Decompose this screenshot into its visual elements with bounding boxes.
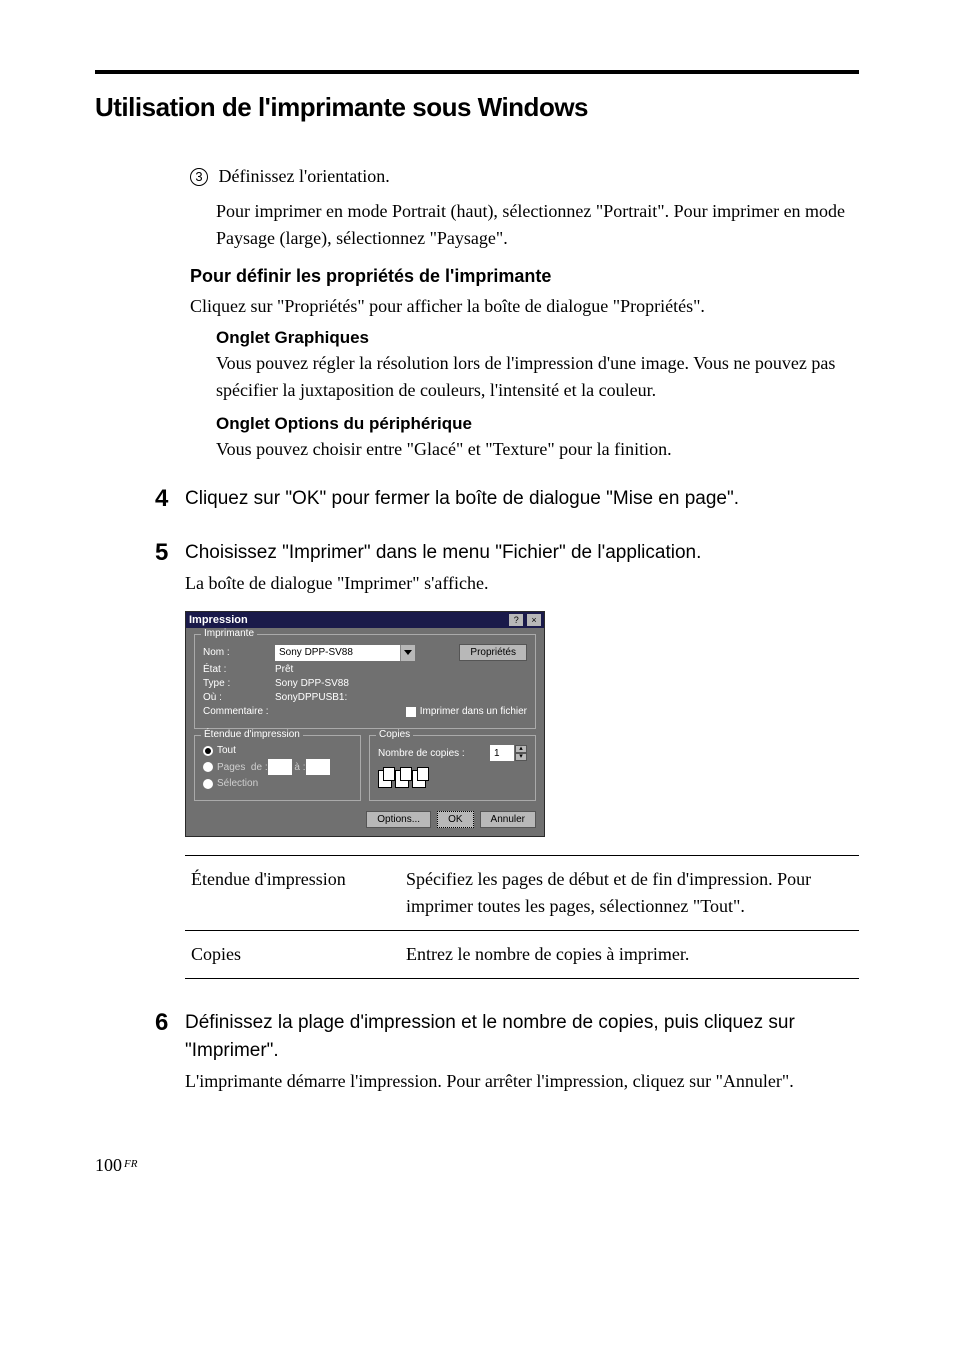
- printer-group: Imprimante Nom : Sony DPP-SV88 Propriété…: [194, 634, 536, 729]
- range-group: Étendue d'impression Tout Pages de : à :: [194, 735, 361, 801]
- dialog-footer: Options... OK Annuler: [194, 811, 536, 828]
- step-5: 5 Choisissez "Imprimer" dans le menu "Fi…: [155, 539, 859, 988]
- spin-up-icon[interactable]: ▴: [515, 745, 527, 753]
- onglet2-title: Onglet Options du périphérique: [216, 414, 859, 434]
- step-6-number: 6: [155, 1009, 185, 1037]
- comment-label: Commentaire :: [203, 706, 275, 717]
- dialog-window-buttons: ? ×: [508, 614, 541, 626]
- to-label: à :: [294, 762, 305, 773]
- circled-number: 3: [190, 168, 208, 186]
- range-legend: Étendue d'impression: [201, 729, 303, 740]
- printer-name-combo[interactable]: Sony DPP-SV88: [275, 645, 415, 661]
- copies-group: Copies Nombre de copies : 1 ▴▾: [369, 735, 536, 801]
- table-key: Étendue d'impression: [185, 856, 400, 931]
- step-6: 6 Définissez la plage d'impression et le…: [155, 1009, 859, 1095]
- onglet2-text: Vous pouvez choisir entre "Glacé" et "Te…: [216, 436, 859, 463]
- name-label: Nom :: [203, 647, 275, 658]
- page-title: Utilisation de l'imprimante sous Windows: [95, 92, 859, 123]
- radio-selection[interactable]: [203, 779, 213, 789]
- radio-pages-label: Pages: [217, 762, 245, 773]
- step-5-number: 5: [155, 539, 185, 567]
- onglet1-title: Onglet Graphiques: [216, 328, 859, 348]
- copies-legend: Copies: [376, 729, 413, 740]
- radio-selection-label: Sélection: [217, 778, 258, 789]
- print-to-file-label: Imprimer dans un fichier: [420, 706, 527, 717]
- printer-name-value: Sony DPP-SV88: [279, 647, 353, 658]
- body-content: 3 Définissez l'orientation. Pour imprime…: [190, 163, 859, 463]
- step-4-number: 4: [155, 485, 185, 513]
- ok-button[interactable]: OK: [437, 811, 473, 828]
- circled-step-text: Définissez l'orientation.: [219, 166, 390, 186]
- where-value: SonyDPPUSB1:: [275, 692, 347, 703]
- table-row: Étendue d'impression Spécifiez les pages…: [185, 856, 859, 931]
- table-key: Copies: [185, 931, 400, 979]
- step-5-head: Choisissez "Imprimer" dans le menu "Fich…: [185, 539, 859, 567]
- step-4-head: Cliquez sur "OK" pour fermer la boîte de…: [185, 485, 859, 513]
- copies-value: 1: [490, 745, 514, 761]
- circled-step-line: 3 Définissez l'orientation.: [190, 163, 859, 190]
- dialog-body: Imprimante Nom : Sony DPP-SV88 Propriété…: [186, 628, 544, 836]
- table-value: Entrez le nombre de copies à imprimer.: [400, 931, 859, 979]
- step-6-head: Définissez la plage d'impression et le n…: [185, 1009, 859, 1064]
- step-6-sub: L'imprimante démarre l'impression. Pour …: [185, 1068, 859, 1095]
- dialog-titlebar: Impression ? ×: [186, 612, 544, 628]
- radio-pages[interactable]: [203, 762, 213, 772]
- step-4: 4 Cliquez sur "OK" pour fermer la boîte …: [155, 485, 859, 517]
- type-label: Type :: [203, 678, 275, 689]
- to-field[interactable]: [306, 759, 330, 775]
- options-table: Étendue d'impression Spécifiez les pages…: [185, 855, 859, 979]
- options-button[interactable]: Options...: [366, 811, 431, 828]
- collate-page-icon: [395, 770, 409, 788]
- step-4-body: Cliquez sur "OK" pour fermer la boîte de…: [185, 485, 859, 517]
- table-value: Spécifiez les pages de début et de fin d…: [400, 856, 859, 931]
- step-5-body: Choisissez "Imprimer" dans le menu "Fich…: [185, 539, 859, 988]
- step-6-body: Définissez la plage d'impression et le n…: [185, 1009, 859, 1095]
- from-label: de :: [251, 762, 268, 773]
- spin-down-icon[interactable]: ▾: [515, 753, 527, 761]
- copies-label: Nombre de copies :: [378, 748, 465, 759]
- dialog-title: Impression: [189, 614, 248, 626]
- chevron-down-icon: [404, 650, 412, 655]
- collate-preview: [378, 770, 426, 788]
- where-label: Où :: [203, 692, 275, 703]
- collate-page-icon: [378, 770, 392, 788]
- table-row: Copies Entrez le nombre de copies à impr…: [185, 931, 859, 979]
- circled-step-para: Pour imprimer en mode Portrait (haut), s…: [216, 198, 859, 252]
- help-icon[interactable]: ?: [509, 614, 523, 626]
- top-rule: [95, 70, 859, 74]
- props-para: Cliquez sur "Propriétés" pour afficher l…: [190, 293, 859, 320]
- collate-page-icon: [412, 770, 426, 788]
- print-to-file-checkbox[interactable]: [406, 707, 416, 717]
- type-value: Sony DPP-SV88: [275, 678, 349, 689]
- cancel-button[interactable]: Annuler: [480, 811, 536, 828]
- page-lang: FR: [124, 1158, 137, 1170]
- from-field[interactable]: [268, 759, 292, 775]
- radio-all[interactable]: [203, 746, 213, 756]
- properties-button[interactable]: Propriétés: [459, 644, 527, 661]
- step-5-sub: La boîte de dialogue "Imprimer" s'affich…: [185, 570, 859, 597]
- page-footer: 100FR: [95, 1155, 859, 1176]
- close-icon[interactable]: ×: [527, 614, 541, 626]
- copies-spinner[interactable]: 1 ▴▾: [490, 745, 527, 761]
- printer-legend: Imprimante: [201, 628, 257, 639]
- onglet1-text: Vous pouvez régler la résolution lors de…: [216, 350, 859, 404]
- page-number: 100: [95, 1155, 122, 1175]
- print-dialog: Impression ? × Imprimante Nom : Sony DPP…: [185, 611, 545, 837]
- state-label: État :: [203, 664, 275, 675]
- props-heading: Pour définir les propriétés de l'imprima…: [190, 266, 859, 287]
- state-value: Prêt: [275, 664, 293, 675]
- radio-all-label: Tout: [217, 745, 236, 756]
- page: Utilisation de l'imprimante sous Windows…: [0, 0, 954, 1236]
